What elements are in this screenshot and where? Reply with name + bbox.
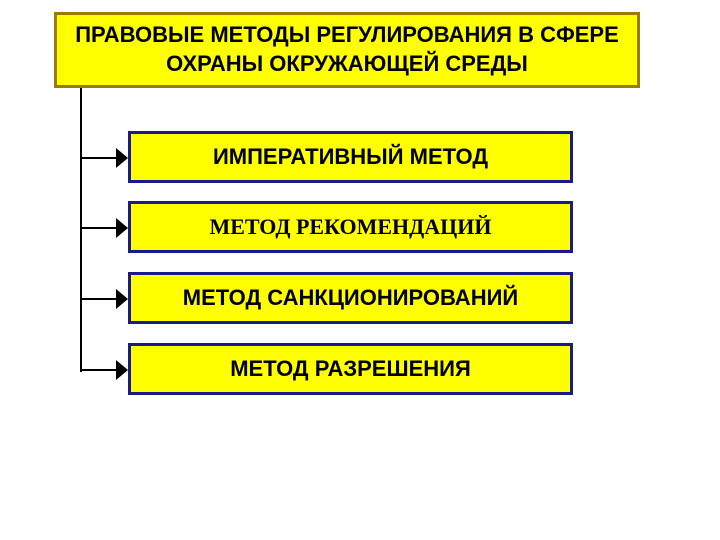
method-box: МЕТОД РЕКОМЕНДАЦИЙ xyxy=(128,201,573,253)
connector-trunk xyxy=(80,88,82,372)
connector-branch xyxy=(80,298,116,300)
method-box: ИМПЕРАТИВНЫЙ МЕТОД xyxy=(128,131,573,183)
arrow-right-icon xyxy=(116,148,128,168)
arrow-right-icon xyxy=(116,218,128,238)
diagram-header: ПРАВОВЫЕ МЕТОДЫ РЕГУЛИРОВАНИЯ В СФЕРЕ ОХ… xyxy=(54,12,640,88)
arrow-right-icon xyxy=(116,360,128,380)
connector-branch xyxy=(80,227,116,229)
connector-branch xyxy=(80,369,116,371)
arrow-right-icon xyxy=(116,289,128,309)
method-box: МЕТОД РАЗРЕШЕНИЯ xyxy=(128,343,573,395)
connector-branch xyxy=(80,157,116,159)
method-box: МЕТОД САНКЦИОНИРОВАНИЙ xyxy=(128,272,573,324)
